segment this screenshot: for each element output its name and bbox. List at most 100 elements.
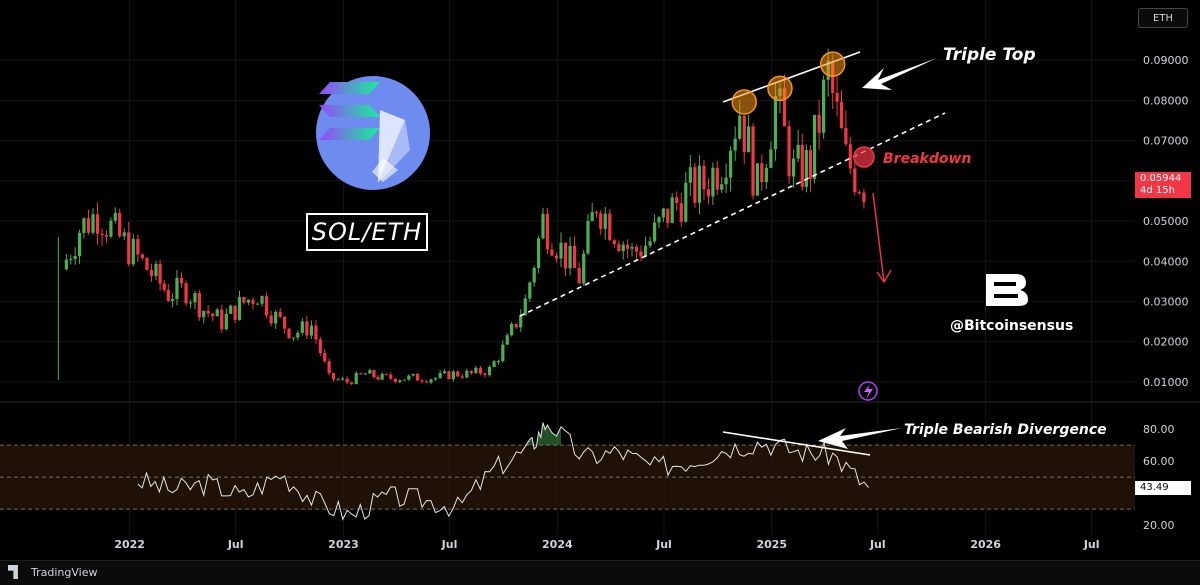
candle-body	[648, 241, 652, 246]
candle-body	[804, 150, 808, 187]
rsi-tick-label: 60.00	[1143, 455, 1175, 468]
candle-body	[456, 371, 460, 377]
candle-body	[336, 379, 340, 381]
candle-body	[407, 375, 411, 380]
candle-body	[844, 127, 848, 145]
candle-body	[496, 360, 501, 362]
watermark-text: @Bitcoinsensus	[950, 318, 1074, 334]
candle-body	[73, 256, 77, 259]
candle-body	[711, 167, 715, 197]
candle-body	[246, 299, 251, 303]
candle-body	[666, 208, 670, 223]
candle-body	[197, 293, 201, 318]
candle-body	[764, 167, 768, 183]
time-tick-label: Jul	[1083, 538, 1100, 551]
candle-body	[817, 114, 821, 133]
candle-body	[612, 240, 616, 245]
candle-body	[179, 277, 184, 284]
candle-body	[800, 144, 804, 187]
candle-body	[594, 211, 599, 214]
candle-body	[274, 312, 278, 324]
candle-body	[621, 244, 625, 252]
candle-body	[857, 192, 861, 194]
candle-body	[368, 370, 372, 374]
candle-body	[269, 315, 273, 324]
candle-body	[211, 313, 215, 317]
candle-body	[193, 293, 197, 303]
price-axis: 0.090000.080000.070000.060000.050000.040…	[1143, 54, 1189, 389]
candle-body	[523, 298, 527, 316]
triple-top-arrow	[862, 58, 937, 90]
candle-body	[434, 377, 438, 380]
time-tick-label: 2025	[756, 538, 787, 551]
candle-body	[363, 373, 367, 375]
rsi-panel	[0, 401, 1200, 521]
candle-body	[77, 232, 82, 257]
candle-body	[154, 263, 158, 277]
candle-body	[796, 144, 800, 159]
candle-body	[545, 213, 549, 250]
candle-body	[720, 184, 724, 190]
time-tick-label: 2026	[970, 538, 1001, 551]
candle-body	[787, 126, 791, 177]
candle-body	[109, 220, 113, 237]
candle-body	[215, 309, 219, 317]
price-tick-label: 0.07000	[1143, 135, 1189, 148]
candle-body	[626, 244, 630, 249]
candle-body	[643, 245, 648, 257]
candle-body	[359, 373, 363, 375]
candle-body	[372, 370, 376, 377]
candle-body	[839, 101, 844, 128]
time-tick-label: Jul	[869, 538, 886, 551]
candle-body	[384, 373, 388, 375]
candle-body	[220, 309, 224, 330]
symbol-button[interactable]: ETH	[1138, 8, 1188, 28]
candle-body	[738, 115, 742, 139]
breakdown-marker	[853, 146, 875, 168]
time-tick-label: Jul	[655, 538, 672, 551]
candle-body	[127, 232, 131, 265]
candle-body	[158, 263, 162, 284]
rsi-line	[137, 422, 869, 521]
candle-body	[755, 163, 760, 196]
candle-body	[559, 242, 563, 259]
candle-body	[136, 238, 140, 255]
candle-body	[393, 378, 397, 382]
candle-body	[184, 283, 188, 304]
candle-body	[639, 251, 643, 257]
candle-body	[769, 149, 773, 168]
time-axis: 2022 Jul 2023 Jul 2024 Jul 2025 Jul 2026 Jul	[114, 538, 1099, 551]
candle-body	[162, 283, 166, 290]
candle-body	[554, 255, 559, 259]
candle-body	[327, 361, 331, 374]
price-tick-label: 0.08000	[1143, 94, 1189, 107]
candle-body	[233, 305, 237, 320]
candle-body	[118, 212, 122, 237]
candle-body	[715, 167, 719, 190]
candle-body	[706, 189, 711, 197]
candle-body	[255, 303, 260, 305]
price-chart[interactable]: 0.090000.080000.070000.060000.050000.040…	[0, 0, 1200, 560]
candle-body	[314, 325, 318, 340]
candle-body	[341, 378, 345, 380]
candle-body	[469, 370, 473, 373]
candle-body	[782, 88, 787, 127]
candle-body	[568, 245, 572, 269]
last-price-tag: 0.05944 4d 15h	[1135, 172, 1191, 198]
candle-body	[345, 378, 349, 383]
tradingview-logo[interactable]: TradingView	[8, 565, 97, 579]
candle-body	[104, 235, 109, 237]
candle-body	[242, 297, 246, 303]
candle-body	[175, 277, 179, 299]
breakdown-arrow	[872, 192, 892, 284]
candle-body	[751, 126, 755, 196]
candle-body	[688, 167, 692, 183]
price-tick-label: 0.03000	[1143, 295, 1189, 308]
candle-body	[438, 373, 442, 378]
time-tick-label: 2024	[542, 538, 573, 551]
candle-body	[590, 211, 594, 222]
lightning-icon	[858, 381, 878, 401]
last-price-value: 0.05944	[1140, 173, 1182, 184]
candle-body	[278, 312, 282, 317]
price-tick-label: 0.04000	[1143, 255, 1189, 268]
